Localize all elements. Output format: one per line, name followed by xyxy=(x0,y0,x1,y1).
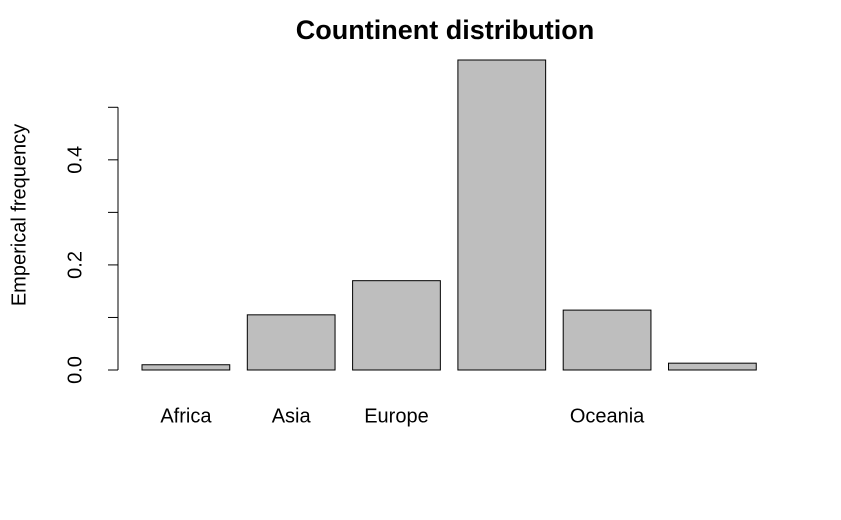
bar xyxy=(246,314,336,371)
y-tick-label: 0.2 xyxy=(64,251,86,279)
bar xyxy=(141,364,231,371)
bar xyxy=(562,309,652,371)
y-tick-label: 0.4 xyxy=(64,146,86,174)
bar xyxy=(668,362,757,371)
x-tick-label: Africa xyxy=(160,405,212,427)
y-axis-label: Emperical frequency xyxy=(8,124,30,306)
x-tick-label: Europe xyxy=(364,405,429,427)
bar xyxy=(352,280,441,371)
y-tick-label: 0.0 xyxy=(64,356,86,384)
chart-title: Countinent distribution xyxy=(296,15,594,45)
x-tick-label: Asia xyxy=(272,405,312,427)
bar xyxy=(457,59,547,371)
x-tick-label: Oceania xyxy=(570,405,645,427)
